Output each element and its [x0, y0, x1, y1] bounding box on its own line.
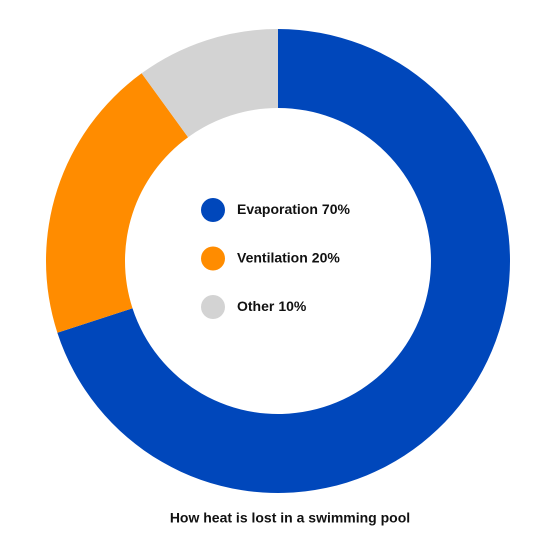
donut-slice	[57, 29, 510, 493]
legend-swatch	[201, 246, 225, 271]
legend-label: Ventilation 20%	[237, 249, 340, 265]
chart-title: How heat is lost in a swimming pool	[170, 510, 410, 526]
legend-label: Other 10%	[237, 298, 307, 314]
legend-value: 70%	[322, 201, 351, 217]
donut-slice	[45, 73, 189, 333]
legend-name: Other	[237, 298, 275, 314]
legend-label: Evaporation 70%	[237, 201, 350, 217]
legend-name: Ventilation	[237, 249, 308, 265]
legend-value: 10%	[278, 298, 307, 314]
legend-swatch	[201, 295, 225, 319]
legend-value: 20%	[312, 249, 341, 265]
donut-slice	[141, 29, 278, 138]
legend-swatch	[201, 198, 225, 222]
legend-name: Evaporation	[237, 201, 318, 217]
